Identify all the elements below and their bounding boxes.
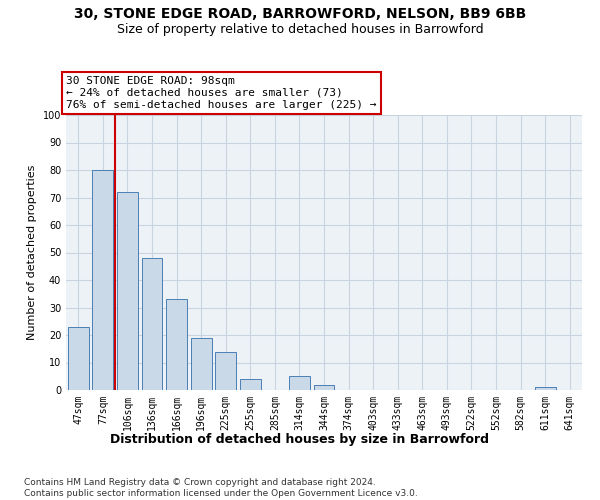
Y-axis label: Number of detached properties: Number of detached properties (27, 165, 37, 340)
Bar (289, 376, 310, 390)
Bar (535, 387, 556, 390)
Bar (92, 170, 113, 390)
Bar (68, 327, 89, 390)
Bar (166, 299, 187, 390)
Text: Size of property relative to detached houses in Barrowford: Size of property relative to detached ho… (116, 22, 484, 36)
Bar (215, 352, 236, 390)
Bar (117, 192, 138, 390)
Text: 30, STONE EDGE ROAD, BARROWFORD, NELSON, BB9 6BB: 30, STONE EDGE ROAD, BARROWFORD, NELSON,… (74, 8, 526, 22)
Text: Distribution of detached houses by size in Barrowford: Distribution of detached houses by size … (110, 432, 490, 446)
Bar (191, 338, 212, 390)
Bar (240, 379, 261, 390)
Text: Contains HM Land Registry data © Crown copyright and database right 2024.
Contai: Contains HM Land Registry data © Crown c… (24, 478, 418, 498)
Bar (314, 384, 334, 390)
Bar (142, 258, 163, 390)
Text: 30 STONE EDGE ROAD: 98sqm
← 24% of detached houses are smaller (73)
76% of semi-: 30 STONE EDGE ROAD: 98sqm ← 24% of detac… (67, 76, 377, 110)
